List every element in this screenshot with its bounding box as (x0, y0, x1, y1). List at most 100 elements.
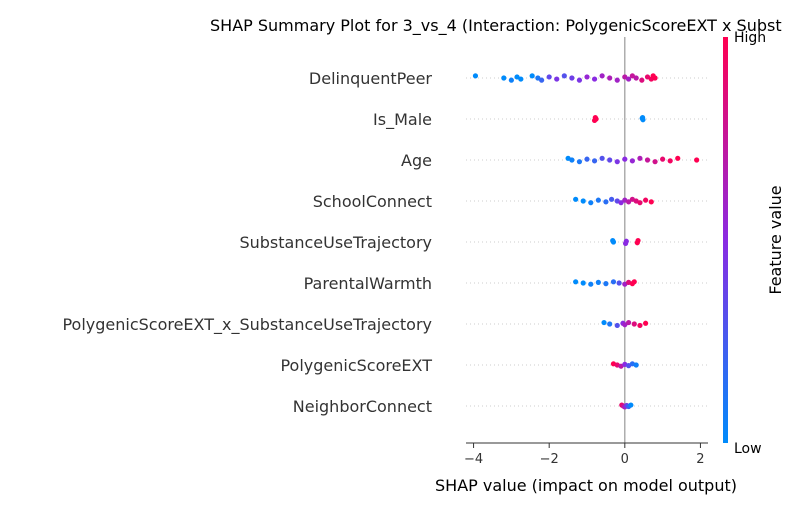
x-tick-label: −4 (464, 452, 483, 467)
shap-point (535, 75, 541, 81)
shap-point (508, 77, 514, 83)
shap-point (635, 237, 641, 244)
shap-point (614, 159, 620, 165)
shap-point (675, 155, 681, 161)
colorbar-low-label: Low (734, 441, 762, 457)
shap-point (610, 279, 617, 285)
shap-point (610, 239, 617, 245)
shap-point (614, 77, 620, 83)
feature-points (601, 319, 649, 329)
shap-point (588, 200, 594, 206)
shap-point (643, 320, 649, 326)
shap-point (603, 281, 609, 287)
shap-point (561, 73, 567, 79)
shap-point (514, 74, 520, 80)
shap-point (622, 74, 628, 80)
shap-point (591, 117, 598, 124)
shap-point (539, 77, 545, 83)
shap-point (554, 76, 560, 82)
shap-point (529, 73, 535, 79)
shap-point (652, 75, 658, 81)
shap-point (573, 279, 579, 285)
shap-point (591, 76, 598, 82)
shap-point (660, 156, 666, 162)
shap-point (614, 322, 620, 329)
colorbar-high-label: High (734, 30, 766, 46)
shap-point (584, 156, 590, 162)
feature-label: Is_Male (373, 110, 432, 130)
shap-point (694, 157, 700, 163)
feature-label: SubstanceUseTrajectory (239, 233, 432, 252)
feature-label: PolygenicScoreEXT_x_SubstanceUseTrajecto… (62, 315, 432, 335)
feature-points (573, 196, 654, 206)
shap-point (644, 157, 651, 163)
shap-point (637, 322, 643, 329)
shap-point (501, 75, 507, 81)
feature-label: PolygenicScoreEXT (280, 356, 432, 375)
shap-point (667, 158, 673, 164)
feature-points (573, 279, 637, 287)
shap-point (599, 73, 605, 79)
shap-point (629, 73, 635, 79)
shap-point (546, 74, 552, 80)
shap-point (580, 280, 586, 286)
shap-point (631, 279, 637, 285)
feature-label: ParentalWarmth (304, 274, 432, 293)
shap-point (569, 157, 575, 163)
feature-points (619, 402, 634, 410)
shap-point (472, 73, 479, 79)
shap-point (607, 157, 613, 163)
x-axis-label: SHAP value (impact on model output) (435, 476, 737, 495)
shap-point (588, 281, 594, 287)
shap-point (629, 158, 635, 164)
colorbar (723, 37, 728, 443)
shap-point (622, 322, 628, 328)
x-tick-label: 2 (696, 452, 704, 467)
shap-point (625, 319, 632, 326)
chart-title: SHAP Summary Plot for 3_vs_4 (Interactio… (210, 16, 782, 36)
x-tick-label: −2 (540, 452, 559, 467)
shap-point (601, 319, 607, 326)
shap-point (652, 159, 658, 165)
shap-point (591, 158, 598, 164)
shap-point (623, 238, 629, 244)
feature-label: SchoolConnect (313, 192, 432, 211)
shap-point (569, 75, 575, 81)
shap-point (625, 199, 632, 205)
shap-point (595, 279, 601, 285)
shap-point (628, 402, 634, 408)
shap-point (648, 199, 654, 205)
shap-point (580, 198, 586, 204)
colorbar-label: Feature value (766, 185, 785, 294)
shap-point (639, 114, 646, 121)
shap-point (599, 155, 605, 161)
feature-label: NeighborConnect (293, 397, 432, 416)
shap-point (603, 199, 609, 205)
feature-points (472, 73, 658, 83)
shap-point (637, 200, 643, 206)
shap-point (633, 362, 639, 368)
shap-point (637, 155, 643, 161)
feature-points (565, 155, 700, 165)
shap-point (576, 77, 583, 83)
shap-point (643, 197, 649, 203)
shap-point (595, 197, 601, 203)
x-tick-label: 0 (621, 452, 629, 467)
feature-label: Age (401, 151, 432, 170)
shap-point (576, 159, 583, 165)
shap-point (607, 321, 613, 327)
shap-point (633, 75, 639, 81)
shap-point (625, 76, 632, 82)
shap-point (616, 280, 622, 286)
shap-point (639, 77, 645, 83)
feature-label: DelinquentPeer (309, 69, 433, 88)
shap-point (584, 74, 590, 80)
shap-point (644, 74, 651, 80)
shap-point (607, 75, 613, 81)
feature-points (610, 361, 639, 369)
shap-point (608, 196, 615, 202)
shap-point (622, 156, 628, 162)
shap-point (573, 196, 579, 202)
shap-point (618, 200, 624, 206)
